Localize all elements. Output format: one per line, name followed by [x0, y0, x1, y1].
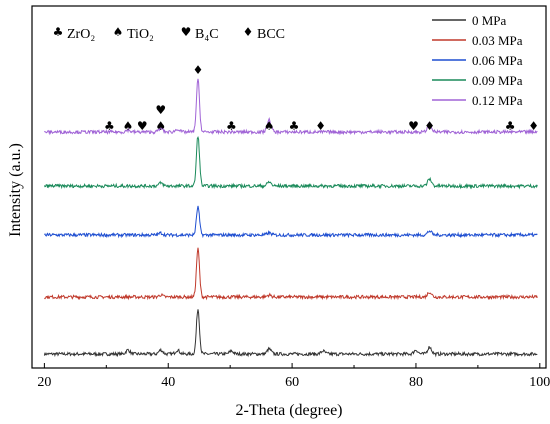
x-ticks: 20 40 60 80 100	[37, 363, 550, 390]
peak-marker: ♥	[155, 103, 166, 117]
legend-label: 0.06 MPa	[472, 53, 523, 68]
peak-marker: ♦	[424, 119, 435, 133]
y-axis-label: Intensity (a.u.)	[7, 143, 24, 237]
x-tick-label: 80	[409, 375, 423, 390]
plot-frame	[31, 5, 547, 369]
series-line-0-mpa	[43, 309, 538, 358]
peak-marker: ♥	[137, 119, 148, 133]
series-legend: 0 MPa 0.03 MPa 0.06 MPa 0.09 MPa 0.12 MPa	[432, 13, 523, 108]
phase-symbol: ♣	[53, 25, 64, 39]
peak-marker: ♣	[104, 119, 115, 133]
legend-label: 0.03 MPa	[472, 33, 523, 48]
peak-marker: ♠	[123, 119, 134, 133]
peak-marker: ♣	[505, 119, 516, 133]
series-line-0.12-mpa	[44, 78, 538, 136]
x-tick-label: 40	[161, 375, 175, 390]
series-group	[43, 78, 538, 358]
series-line-0.09-mpa	[43, 136, 538, 190]
peak-marker: ♣	[226, 119, 237, 133]
x-tick-label: 60	[285, 375, 299, 390]
peak-marker: ♦	[315, 119, 326, 133]
series-line-0.03-mpa	[44, 247, 538, 301]
phase-symbol: ♦	[243, 25, 254, 39]
legend-label: 0.12 MPa	[472, 93, 523, 108]
phase-label: TiO₂	[127, 27, 154, 42]
legend-label: 0 MPa	[472, 13, 507, 28]
x-tick-label: 20	[37, 375, 51, 390]
phase-label: ZrO₂	[67, 27, 95, 42]
x-tick-label: 100	[529, 375, 550, 390]
phase-symbol: ♠	[113, 25, 124, 39]
peak-marker: ♠	[264, 119, 275, 133]
peak-marker: ♠	[155, 119, 166, 133]
x-axis-label: 2-Theta (degree)	[235, 402, 342, 419]
phase-legend: ♣ ZrO₂ ♠ TiO₂ ♥ B₄C ♦ BCC	[53, 25, 285, 42]
peak-marker: ♣	[289, 119, 300, 133]
peak-markers: ♣ ♠ ♥♥♠♦♣ ♠ ♣ ♦ ♥ ♦ ♣ ♦	[104, 63, 539, 133]
series-line-0.06-mpa	[44, 205, 538, 239]
legend-label: 0.09 MPa	[472, 73, 523, 88]
peak-marker: ♥	[408, 119, 419, 133]
phase-symbol: ♥	[181, 25, 192, 39]
phase-label: BCC	[257, 27, 285, 42]
peak-marker: ♦	[528, 119, 539, 133]
peak-marker: ♦	[193, 63, 204, 77]
phase-label: B₄C	[195, 27, 219, 42]
